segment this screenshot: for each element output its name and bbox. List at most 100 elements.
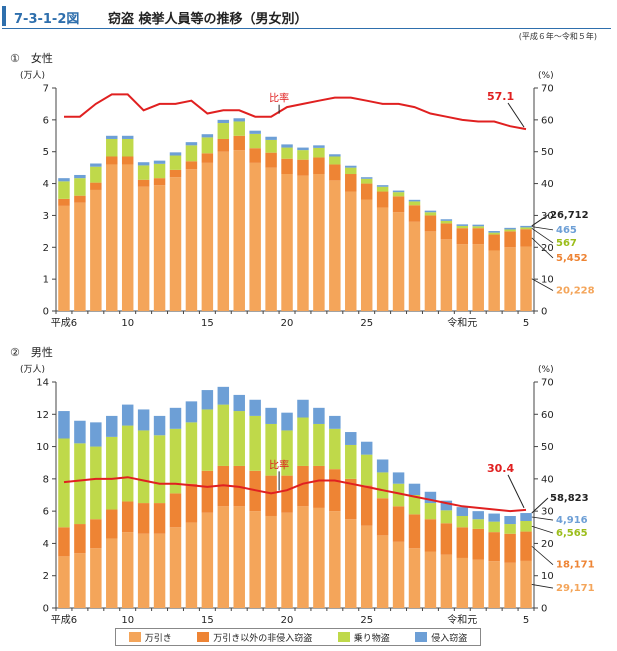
bar-segment-norimono xyxy=(456,225,469,229)
y-tick-label-left: 6 xyxy=(43,507,49,518)
bar-segment-norimono xyxy=(329,428,341,470)
bar-segment-hishinnyu xyxy=(456,527,469,558)
bar-segment-shinnyu xyxy=(376,185,389,187)
bar-segment-norimono xyxy=(153,163,166,179)
bar-segment-norimono xyxy=(281,430,293,476)
x-tick-label: 令和元 xyxy=(447,316,477,329)
bar-segment-manbiki xyxy=(249,511,261,608)
bar-segment-manbiki xyxy=(408,221,421,311)
bar-segment-hishinnyu xyxy=(424,215,437,232)
bar-segment-manbiki xyxy=(345,191,357,311)
bar-segment-norimono xyxy=(440,220,453,224)
y-tick-label-left: 12 xyxy=(36,410,49,421)
annotation-total-leader xyxy=(531,214,549,227)
bar-segment-norimono xyxy=(472,226,484,229)
legend-label-shinnyu: 侵入窃盗 xyxy=(431,633,468,644)
bar-segment-shinnyu xyxy=(281,412,293,431)
bar-segment-shinnyu xyxy=(153,160,166,164)
bar-segment-hishinnyu xyxy=(408,514,421,549)
bar-segment-norimono xyxy=(313,147,325,158)
annotation-total: 58,823 xyxy=(550,493,589,504)
bar-segment-manbiki xyxy=(90,189,102,311)
ratio-line xyxy=(63,476,527,513)
bar-segment-norimono xyxy=(456,515,469,528)
bar-segment-norimono xyxy=(345,444,357,479)
bar-segment-shinnyu xyxy=(329,154,341,157)
bar-segment-shinnyu xyxy=(376,459,389,473)
bar-segment-hishinnyu xyxy=(137,179,150,187)
bar-segment-manbiki xyxy=(297,175,309,311)
x-tick-label: 25 xyxy=(360,615,373,626)
legend-item-norimono: 乗り物盗 xyxy=(337,631,390,644)
bar-segment-manbiki xyxy=(408,548,421,608)
bar-segment-norimono xyxy=(265,423,277,476)
bar-segment-shinnyu xyxy=(169,152,182,156)
bar-segment-norimono xyxy=(137,165,150,180)
bar-segment-shinnyu xyxy=(504,227,516,230)
y-tick-label-right: 30 xyxy=(541,507,554,518)
bar-segment-norimono xyxy=(313,423,325,466)
bar-segment-manbiki xyxy=(488,561,500,608)
bar-segment-hishinnyu xyxy=(504,533,516,563)
bar-segment-norimono xyxy=(74,178,86,196)
bar-segment-shinnyu xyxy=(153,415,166,436)
y-tick-label-right: 10 xyxy=(541,275,554,286)
bar-segment-shinnyu xyxy=(345,432,357,445)
bar-segment-shinnyu xyxy=(74,420,86,444)
bar-segment-manbiki xyxy=(217,506,230,608)
y-tick-label-left: 7 xyxy=(43,84,49,95)
bar-segment-norimono xyxy=(440,510,453,524)
title-bar: 7-3-1-2図 窃盗 検挙人員等の推移（男女別） xyxy=(2,6,611,29)
bar-segment-manbiki xyxy=(504,247,516,311)
bar-segment-shinnyu xyxy=(58,411,70,439)
y-tick-label-left: 5 xyxy=(43,147,49,158)
bar-segment-shinnyu xyxy=(488,513,500,522)
bar-segment-shinnyu xyxy=(520,513,532,521)
bar-segment-manbiki xyxy=(153,533,166,608)
bar-segment-manbiki xyxy=(233,150,245,311)
legend-swatch-shinnyu xyxy=(415,632,428,642)
y-tick-label-right: 50 xyxy=(541,147,554,158)
annotation-hishinnyu: 5,452 xyxy=(556,253,588,264)
bar-segment-shinnyu xyxy=(265,136,277,140)
annotation-total: 26,712 xyxy=(550,210,589,221)
legend-label-manbiki: 万引き xyxy=(144,633,172,644)
bar-segment-norimono xyxy=(265,139,277,153)
bar-segment-manbiki xyxy=(424,551,437,608)
bar-segment-shinnyu xyxy=(408,483,421,495)
y-tick-label-left: 6 xyxy=(43,115,49,126)
bar-segment-shinnyu xyxy=(281,144,293,148)
bar-segment-hishinnyu xyxy=(408,205,421,222)
bar-segment-norimono xyxy=(281,147,293,159)
bar-segment-hishinnyu xyxy=(233,135,245,151)
bar-segment-hishinnyu xyxy=(440,523,453,555)
bar-segment-hishinnyu xyxy=(281,158,293,175)
x-tick-label: 15 xyxy=(201,615,214,626)
bar-segment-manbiki xyxy=(440,554,453,608)
bar-segment-hishinnyu xyxy=(360,485,373,526)
y-tick-label-right: 10 xyxy=(541,571,554,582)
bar-segment-norimono xyxy=(297,150,309,160)
bar-segment-shinnyu xyxy=(408,199,421,202)
bar-segment-norimono xyxy=(169,155,182,170)
panel-label: ② 男性 xyxy=(10,345,53,359)
bar-segment-shinnyu xyxy=(201,134,214,138)
annotation-leader-norimono xyxy=(531,525,554,534)
bar-segment-shinnyu xyxy=(74,174,86,179)
title-accent-bar xyxy=(2,6,6,26)
bar-segment-norimono xyxy=(488,521,500,533)
bar-segment-norimono xyxy=(185,422,198,484)
bar-segment-hishinnyu xyxy=(345,478,357,520)
figure-title: 窃盗 検挙人員等の推移（男女別） xyxy=(108,12,308,27)
bar-segment-shinnyu xyxy=(249,130,261,134)
bar-segment-hishinnyu xyxy=(58,527,70,557)
ratio-last-leader xyxy=(507,474,525,509)
bar-segment-manbiki xyxy=(106,164,118,311)
bar-segment-hishinnyu xyxy=(90,182,102,190)
bar-segment-hishinnyu xyxy=(201,470,214,513)
bar-segment-hishinnyu xyxy=(520,229,532,247)
bar-segment-norimono xyxy=(424,212,437,216)
x-tick-label: 10 xyxy=(121,615,134,626)
bar-segment-norimono xyxy=(520,520,532,532)
bar-segment-hishinnyu xyxy=(329,164,341,181)
